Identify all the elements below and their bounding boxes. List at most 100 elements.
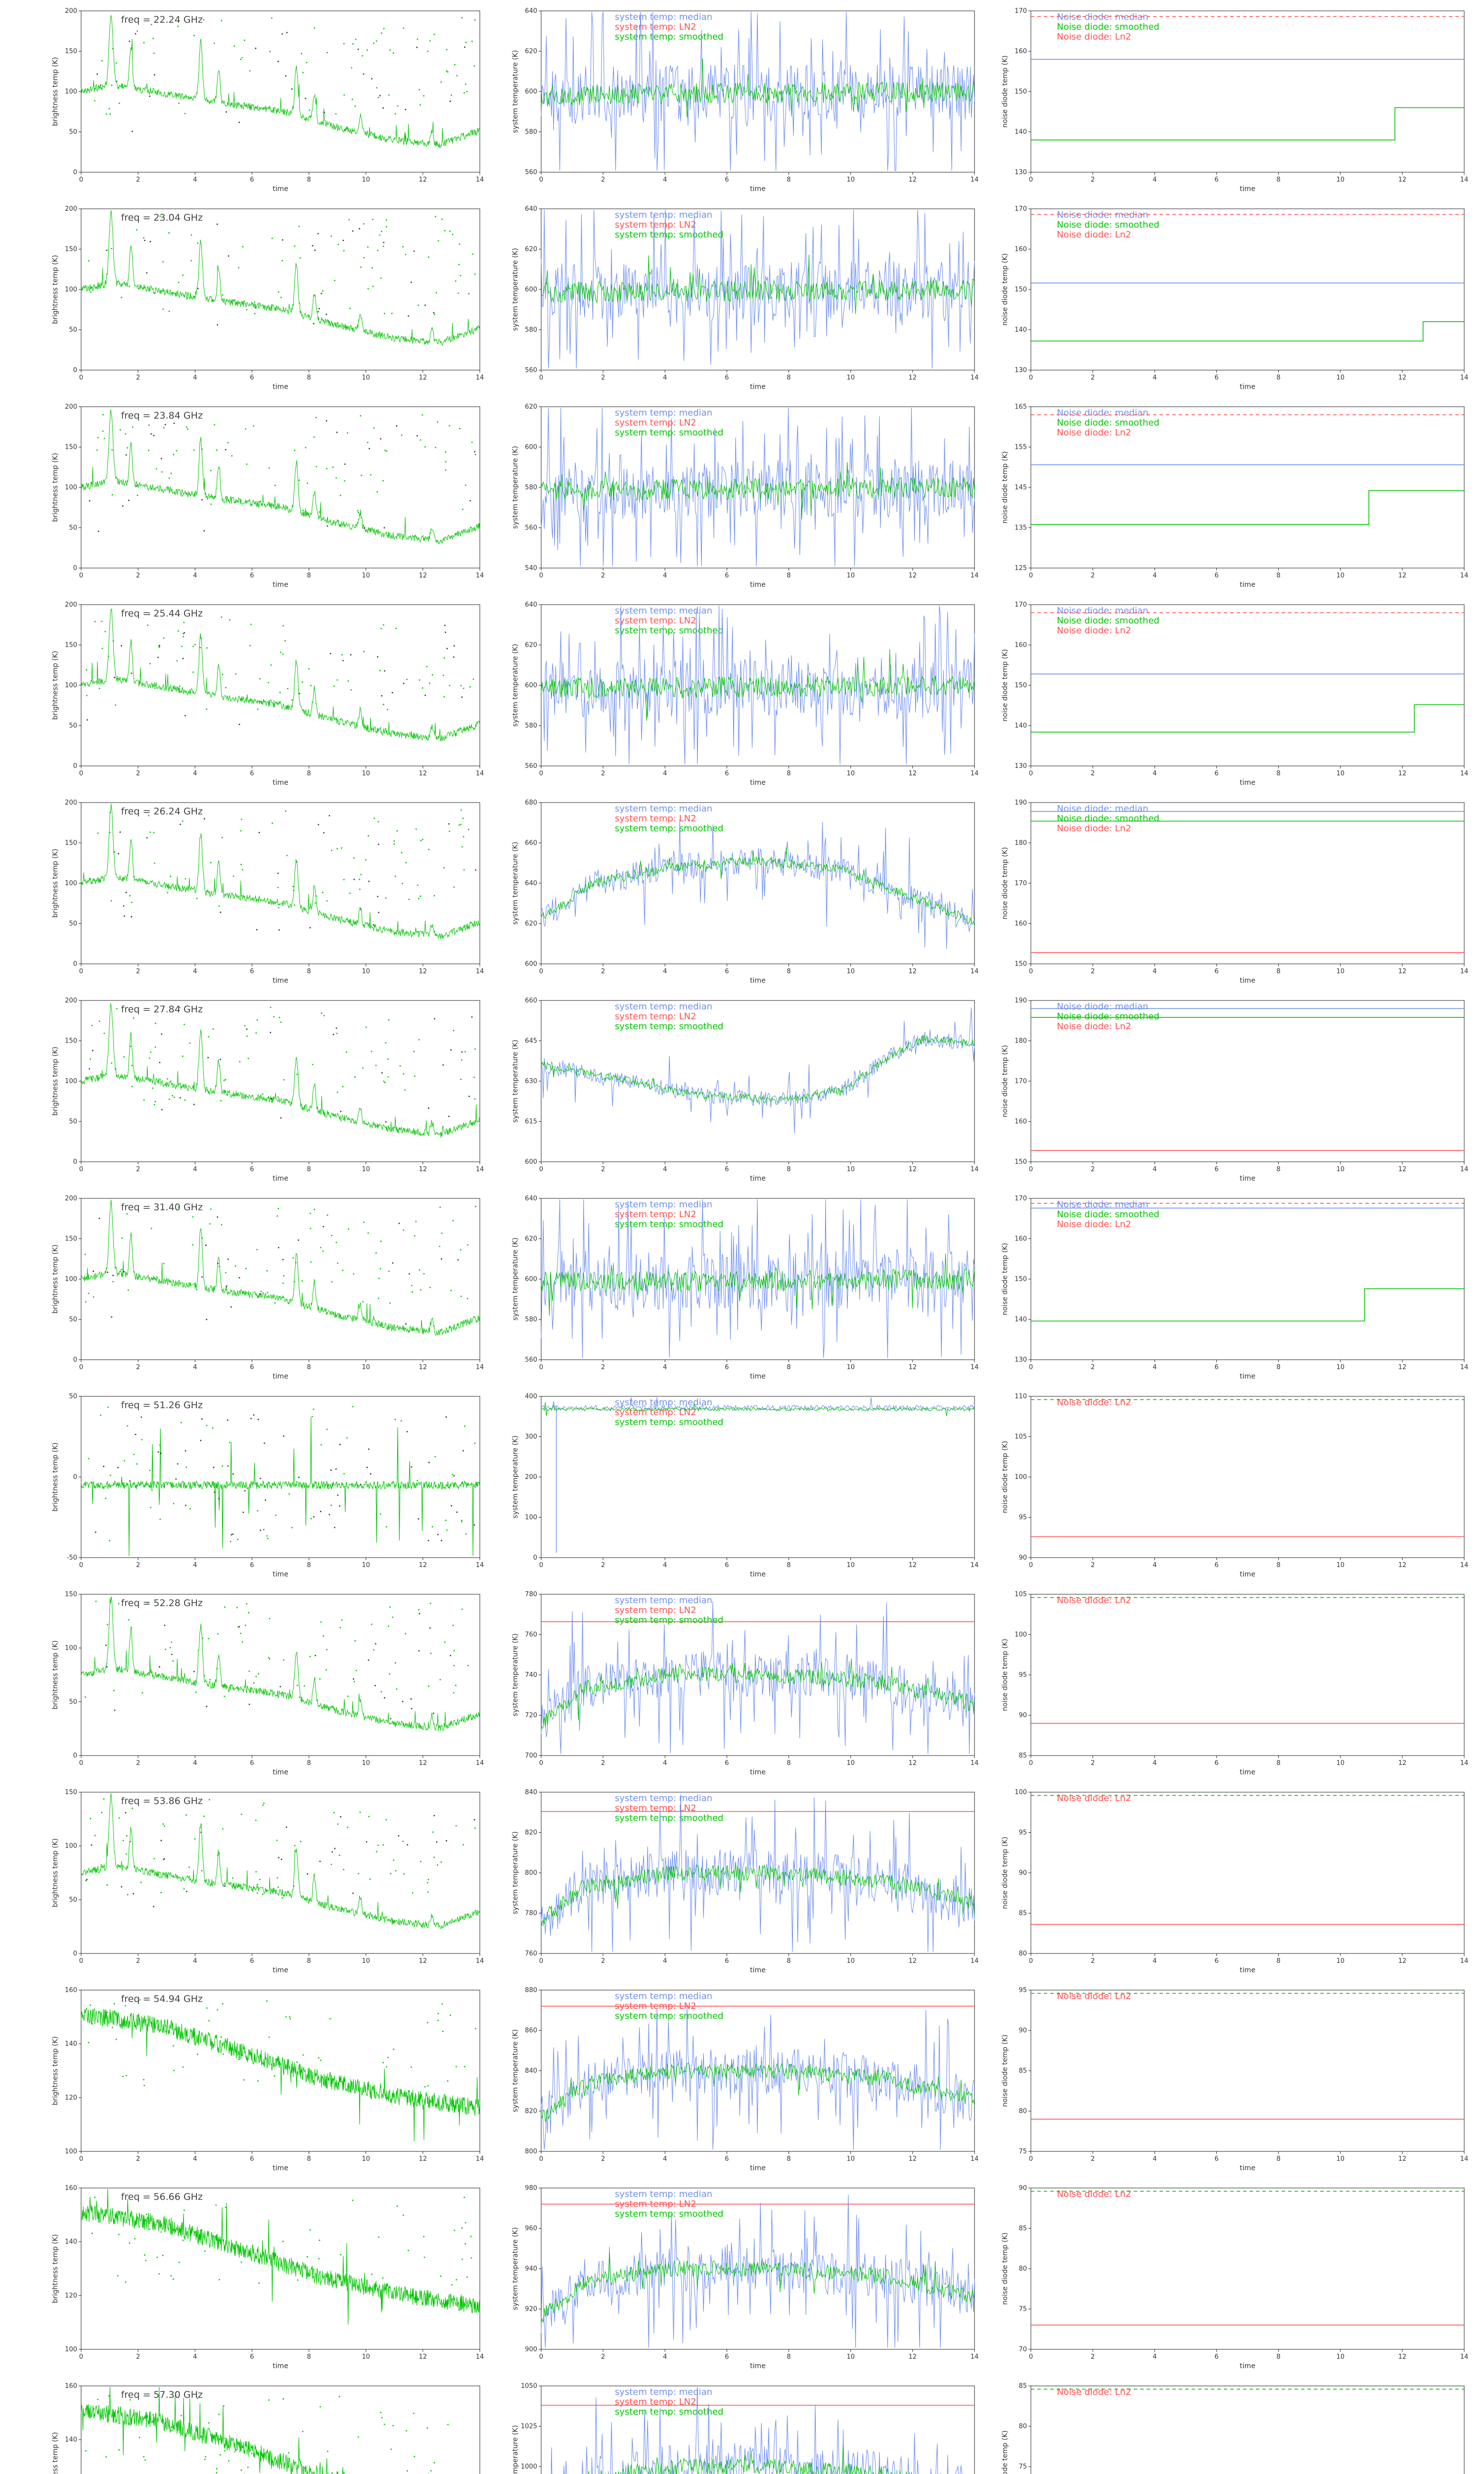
scatter-dot (353, 1681, 355, 1682)
x-tick-label: 14 (971, 1364, 979, 1371)
scatter-dot (329, 653, 331, 655)
scatter-dot (152, 2414, 154, 2416)
freq-title: freq = 56.66 GHz (121, 2191, 203, 2202)
scatter-dot (313, 1516, 315, 1518)
scatter-dot (124, 915, 125, 917)
x-tick-label: 12 (1398, 1166, 1407, 1173)
x-tick-label: 0 (539, 572, 543, 579)
scatter-dot (170, 473, 172, 475)
scatter-dot (93, 2408, 94, 2410)
y-axis-label: noise diode temp (K) (1001, 451, 1009, 523)
scatter-dot (206, 1319, 207, 1321)
scatter-dot (445, 1416, 447, 1418)
legend-entry: Noise diode: median (1057, 12, 1149, 22)
scatter-dot (150, 433, 152, 435)
scatter-dot (261, 702, 263, 704)
y-tick-label: 170 (1015, 880, 1027, 887)
scatter-dot (173, 423, 175, 424)
scatter-dot (445, 631, 446, 633)
x-tick-label: 4 (193, 1364, 197, 1371)
scatter-dot (259, 1477, 261, 1479)
y-tick-label: 600 (525, 286, 537, 293)
scatter-dot (373, 427, 375, 429)
scatter-dot (123, 1056, 125, 1058)
scatter-dot (256, 929, 258, 931)
scatter-dot (466, 1298, 468, 1299)
blue-noise-series (541, 2194, 975, 2348)
scatter-dot (445, 469, 447, 471)
plot-frame (1030, 1792, 1465, 1954)
scatter-dot (178, 282, 180, 284)
scatter-dot (394, 1662, 396, 1664)
scatter-dot (86, 1879, 88, 1881)
x-tick-label: 10 (362, 572, 370, 579)
scatter-dot (249, 645, 251, 647)
scatter-dot (316, 466, 318, 468)
x-tick-label: 14 (971, 1562, 979, 1569)
scatter-dot (327, 2450, 328, 2452)
x-tick-label: 0 (539, 374, 543, 381)
y-axis-label: brightness temp (K) (51, 1640, 59, 1710)
scatter-dot (408, 899, 410, 901)
scatter-dot (119, 831, 121, 833)
scatter-dot (133, 1017, 135, 1019)
scatter-dot (140, 1881, 142, 1883)
scatter-dot (326, 525, 328, 527)
scatter-dot (143, 42, 145, 44)
scatter-dot (371, 1050, 372, 1052)
scatter-dot (130, 1841, 131, 1843)
legend-entry: Noise diode: smoothed (1057, 813, 1159, 824)
scatter-dot (248, 1670, 250, 1672)
scatter-dot (175, 1478, 177, 1480)
scatter-dot (115, 2039, 117, 2040)
y-axis-label: noise diode temp (K) (1001, 1045, 1009, 1117)
scatter-dot (94, 2196, 96, 2198)
scatter-dot (220, 911, 222, 913)
y-tick-label: 200 (65, 7, 77, 15)
x-tick-label: 12 (1398, 770, 1407, 777)
scatter-dot (415, 828, 417, 830)
scatter-dot (86, 669, 88, 671)
y-tick-label: 100 (65, 484, 77, 491)
legend-entry: Noise diode: Ln2 (1057, 2387, 1131, 2397)
scatter-dot (163, 427, 165, 429)
x-axis-label: time (273, 1966, 288, 1974)
scatter-dot (441, 2003, 443, 2005)
scatter-dot (423, 2256, 425, 2258)
scatter-dot (400, 1420, 402, 1422)
scatter-dot (121, 296, 123, 298)
scatter-dot (240, 58, 241, 60)
scatter-dot (424, 2086, 426, 2088)
scatter-dot (260, 2458, 262, 2460)
x-tick-label: 6 (1214, 2155, 1218, 2163)
scatter-dot (106, 1666, 108, 1668)
scatter-dot (258, 1673, 259, 1675)
scatter-dot (168, 477, 170, 479)
scatter-dot (294, 245, 296, 247)
scatter-dot (368, 1659, 370, 1661)
scatter-dot (226, 111, 227, 113)
y-tick-label: 0 (73, 762, 77, 770)
scatter-dot (461, 1051, 463, 1053)
y-tick-label: 0 (73, 1474, 77, 1481)
scatter-dot (390, 1873, 391, 1874)
legend-entry: Noise diode: median (1057, 1001, 1149, 1012)
scatter-dot (441, 1258, 442, 1260)
row13-right-plot: 657075808502468101214timenoise diode tem… (1001, 2382, 1465, 2474)
scatter-dot (463, 687, 464, 689)
scatter-dot (179, 685, 181, 687)
x-tick-label: 4 (663, 1957, 667, 1965)
x-tick-label: 0 (1029, 1364, 1033, 1371)
scatter-dot (126, 1213, 128, 1215)
x-tick-label: 8 (307, 968, 311, 975)
scatter-dot (298, 1239, 299, 1241)
scatter-dot (352, 1892, 354, 1894)
scatter-dot (461, 17, 463, 19)
scatter-dot (475, 2028, 476, 2030)
scatter-dot (297, 2279, 299, 2281)
green-noise-series (541, 847, 975, 926)
